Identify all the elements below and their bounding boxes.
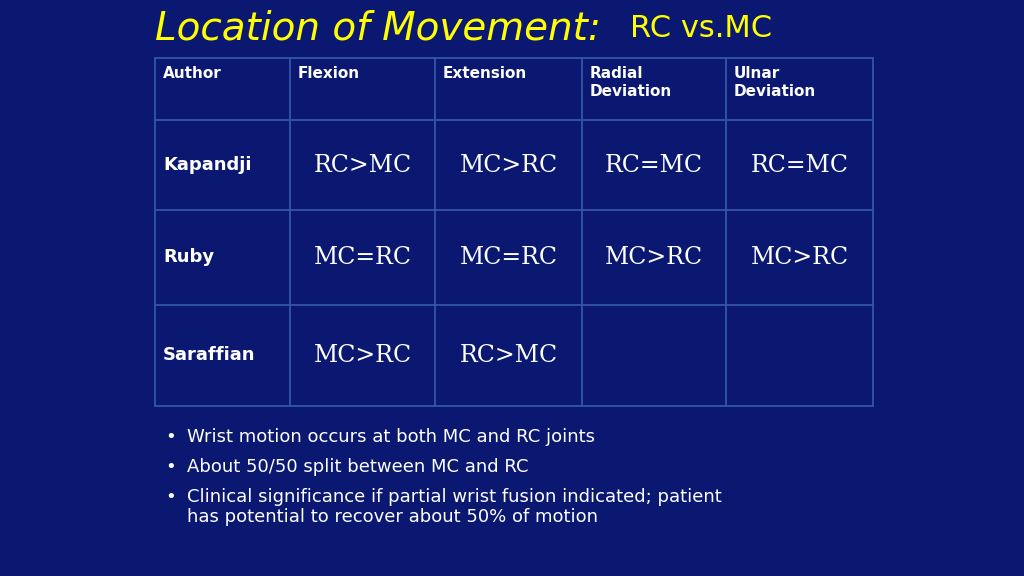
Text: About 50/50 split between MC and RC: About 50/50 split between MC and RC (187, 458, 528, 476)
Text: MC>RC: MC>RC (751, 246, 849, 269)
Text: Ulnar
Deviation: Ulnar Deviation (734, 66, 816, 99)
Text: MC>RC: MC>RC (605, 246, 703, 269)
Text: •: • (165, 428, 176, 446)
Text: RC>MC: RC>MC (313, 153, 412, 176)
Text: Radial
Deviation: Radial Deviation (590, 66, 672, 99)
Text: RC vs.MC: RC vs.MC (630, 14, 772, 43)
Text: Location of Movement:: Location of Movement: (155, 10, 613, 48)
Text: Extension: Extension (443, 66, 527, 81)
Text: Author: Author (163, 66, 222, 81)
Text: has potential to recover about 50% of motion: has potential to recover about 50% of mo… (187, 508, 598, 526)
Text: Saraffian: Saraffian (163, 347, 256, 365)
Text: MC>RC: MC>RC (313, 344, 412, 367)
Text: Ruby: Ruby (163, 248, 214, 267)
Text: MC=RC: MC=RC (313, 246, 412, 269)
Text: Wrist motion occurs at both MC and RC joints: Wrist motion occurs at both MC and RC jo… (187, 428, 595, 446)
Text: MC=RC: MC=RC (460, 246, 557, 269)
Text: Kapandji: Kapandji (163, 156, 252, 174)
Text: •: • (165, 458, 176, 476)
Text: RC=MC: RC=MC (751, 153, 849, 176)
Text: MC>RC: MC>RC (460, 153, 557, 176)
Text: •: • (165, 488, 176, 506)
Bar (155, 58, 873, 406)
Text: Clinical significance if partial wrist fusion indicated; patient: Clinical significance if partial wrist f… (187, 488, 722, 506)
Text: Flexion: Flexion (298, 66, 360, 81)
Text: RC>MC: RC>MC (460, 344, 557, 367)
Text: RC=MC: RC=MC (605, 153, 703, 176)
